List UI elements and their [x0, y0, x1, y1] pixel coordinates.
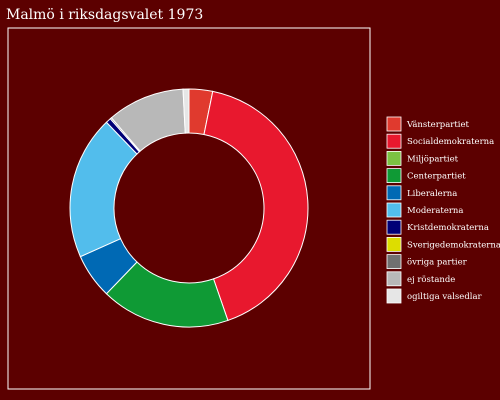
legend-label-liberalerna: Liberalerna [407, 189, 457, 199]
legend-label-kristdemokraterna: Kristdemokraterna [407, 223, 489, 233]
legend-swatch-liberalerna [386, 185, 402, 201]
slice-ogiltiga-valsedlar [182, 88, 190, 134]
plot-frame [7, 27, 371, 390]
legend-label-ej-rostande: ej röstande [407, 275, 455, 285]
donut-slices [69, 88, 309, 328]
legend-swatch-ogiltiga-valsedlar [386, 288, 402, 304]
chart-title: Malmö i riksdagsvalet 1973 [6, 7, 203, 23]
legend-label-ovriga-partier: övriga partier [407, 258, 468, 268]
legend: Vänsterpartiet Socialdemokraterna Miljöpar… [386, 116, 500, 304]
legend-label-ogiltiga-valsedlar: ogiltiga valsedlar [407, 292, 483, 302]
legend-label-centerpartiet: Centerpartiet [407, 172, 466, 182]
legend-label-vansterpartiet: Vänsterpartiet [406, 120, 470, 130]
legend-swatch-vansterpartiet [386, 116, 402, 132]
legend-label-moderaterna: Moderaterna [407, 206, 463, 216]
legend-label-socialdemokraterna: Socialdemokraterna [407, 137, 494, 147]
legend-label-sverigedemokraterna: Sverigedemokraterna [407, 240, 500, 250]
legend-swatch-sverigedemokraterna [386, 236, 402, 252]
legend-swatch-moderaterna [386, 202, 402, 218]
slice-socialdemokraterna [203, 90, 309, 322]
legend-swatch-centerpartiet [386, 168, 402, 184]
legend-swatch-ej-rostande [386, 271, 402, 287]
legend-label-miljopartiet: Miljöpartiet [407, 154, 459, 164]
legend-swatch-miljopartiet [386, 150, 402, 166]
legend-swatch-ovriga-partier [386, 254, 402, 270]
legend-swatch-socialdemokraterna [386, 133, 402, 149]
legend-swatch-kristdemokraterna [386, 219, 402, 235]
